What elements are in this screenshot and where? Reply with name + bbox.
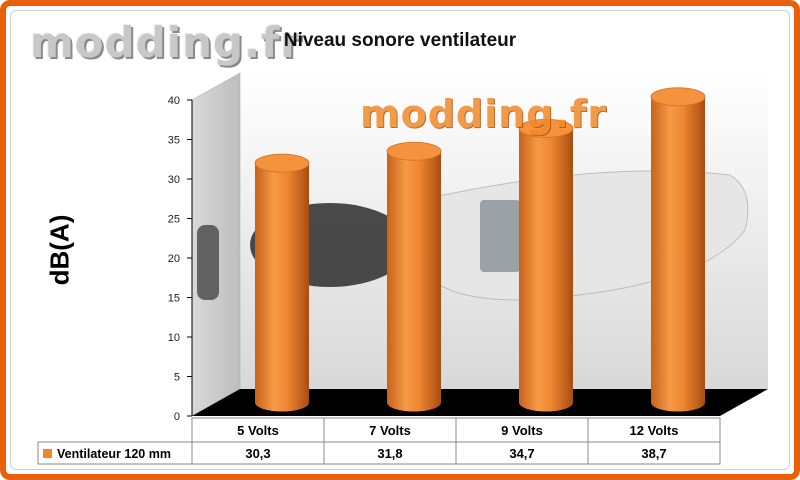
chart-title: Niveau sonore ventilateur bbox=[283, 30, 517, 51]
data-value-label: 34,7 bbox=[509, 446, 534, 461]
bar-top bbox=[386, 141, 442, 161]
bar bbox=[650, 87, 706, 412]
bar-body bbox=[255, 163, 309, 412]
bar-top bbox=[254, 153, 310, 173]
bar-body bbox=[651, 96, 705, 412]
data-value-label: 38,7 bbox=[641, 446, 666, 461]
data-table-key-cell bbox=[37, 441, 193, 465]
data-value-label: 31,8 bbox=[377, 446, 402, 461]
y-tick-label: 5 bbox=[174, 372, 180, 384]
watermark-text: modding.fr bbox=[360, 92, 608, 136]
y-tick-label: 30 bbox=[168, 174, 180, 186]
bar-top bbox=[518, 118, 574, 138]
x-category-label: 7 Volts bbox=[369, 423, 411, 438]
y-tick-label: 15 bbox=[168, 293, 180, 305]
bar bbox=[254, 153, 310, 412]
inner-border bbox=[10, 10, 790, 470]
chart-floor bbox=[192, 389, 768, 416]
y-tick-label: 10 bbox=[168, 332, 180, 344]
y-tick-label: 20 bbox=[168, 253, 180, 265]
x-category-label: 12 Volts bbox=[630, 423, 679, 438]
bar bbox=[386, 141, 442, 412]
x-category-label: 5 Volts bbox=[237, 423, 279, 438]
y-tick-label: 40 bbox=[168, 95, 180, 107]
logo-text: modding.fr bbox=[30, 18, 303, 67]
x-category-label: 9 Volts bbox=[501, 423, 543, 438]
legend-swatch bbox=[43, 449, 52, 458]
bar-body bbox=[387, 151, 441, 412]
legend-series-name: Ventilateur 120 mm bbox=[57, 447, 171, 461]
bar-body bbox=[519, 128, 573, 412]
background-photo-device-screen bbox=[480, 200, 520, 272]
y-tick-label: 25 bbox=[168, 214, 180, 226]
y-tick-label: 35 bbox=[168, 135, 180, 147]
y-tick-label: 0 bbox=[174, 411, 180, 423]
bar bbox=[518, 118, 574, 412]
side-wall-photo bbox=[197, 225, 219, 300]
data-value-label: 30,3 bbox=[245, 446, 270, 461]
bar-top bbox=[650, 87, 706, 107]
